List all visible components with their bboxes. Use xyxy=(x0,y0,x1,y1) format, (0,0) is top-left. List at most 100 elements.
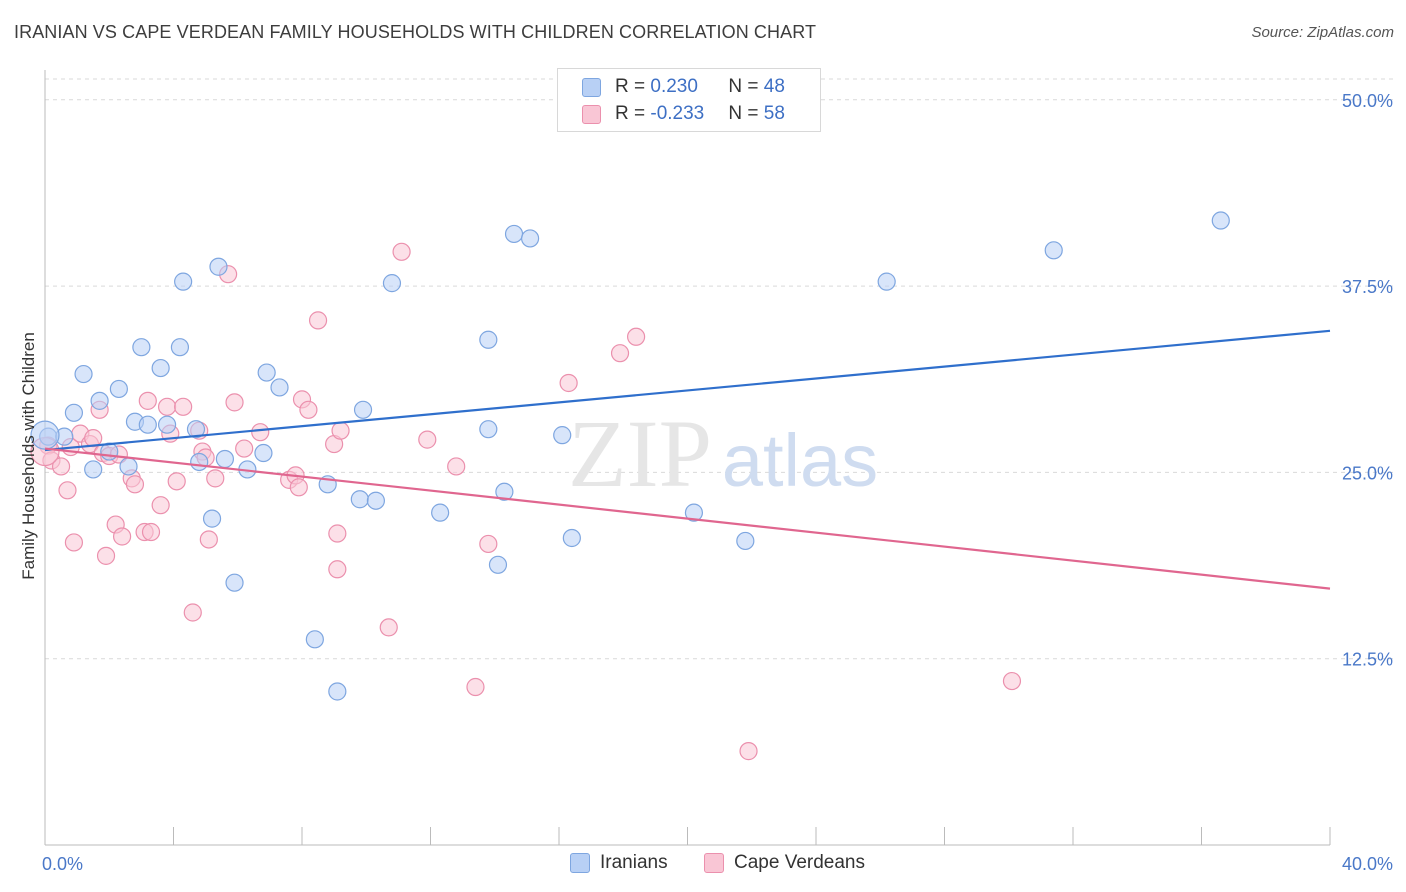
iranians-point xyxy=(84,460,103,479)
iranians-point xyxy=(157,415,177,434)
source-label: Source: ZipAtlas.com xyxy=(1251,24,1394,41)
trend-lines xyxy=(44,329,1331,590)
iranians-point xyxy=(736,531,755,551)
iranians-point xyxy=(151,358,170,378)
iranians-point xyxy=(504,224,524,244)
iranians-point xyxy=(562,528,581,548)
cape-verdeans-point xyxy=(559,373,578,393)
cape-verdeans-point xyxy=(225,393,244,412)
iranians-point xyxy=(257,363,276,382)
iranians-point xyxy=(225,573,244,592)
cape-verdeans-point xyxy=(125,475,145,494)
cape-verdeans-point xyxy=(610,344,630,363)
iranians-point xyxy=(1211,211,1230,230)
iranians-point xyxy=(132,338,151,357)
iranians-point xyxy=(270,378,289,397)
iranians-swatch xyxy=(582,77,601,97)
cape-verdeans-point xyxy=(183,603,202,622)
cape-verdeans-point xyxy=(174,397,193,416)
cape-verdeans-point xyxy=(206,469,225,488)
tick-labels: 12.5% 25.0% 37.5% 50.0% 0.0% 40.0% xyxy=(42,91,1393,874)
cape-verdeans-point xyxy=(199,530,218,549)
iranians-point xyxy=(520,229,540,248)
iranians-point xyxy=(138,415,157,434)
cape-verdeans-point xyxy=(289,478,308,497)
iranians-point xyxy=(209,257,228,276)
correlation-legend: R = 0.230 N = 48 R = -0.233 N = 58 xyxy=(557,68,821,132)
legend-r-value: 0.230 xyxy=(650,76,698,97)
iranians-point xyxy=(305,630,324,649)
iranians-point xyxy=(488,555,508,574)
watermark-zip: ZIP xyxy=(568,400,712,507)
bottom-legend-iranians[interactable]: Iranians xyxy=(570,852,668,874)
cape-verdeans-point xyxy=(112,527,132,546)
cape-verdeans-point xyxy=(251,423,270,442)
grid-lines xyxy=(45,78,1393,660)
cape-verdeans-point xyxy=(308,311,328,330)
cape-verdeans-swatch xyxy=(582,104,601,124)
cape-verdeans-point xyxy=(151,496,170,515)
bottom-legend-label: Iranians xyxy=(600,852,668,873)
cape-verdeans-point xyxy=(418,430,437,449)
cape-verdeans-point xyxy=(64,533,84,552)
iranians-point xyxy=(328,682,347,701)
cape-verdeans-swatch xyxy=(704,853,724,873)
legend-n-label: N = xyxy=(728,76,764,97)
cape-verdeans-point xyxy=(138,391,157,410)
cape-verdeans-point xyxy=(447,457,466,476)
y-tick-label: 37.5% xyxy=(1342,277,1393,297)
legend-r-label: R = xyxy=(615,103,651,124)
y-tick-label: 25.0% xyxy=(1342,463,1393,483)
legend-row-iranians: R = 0.230 N = 48 xyxy=(582,74,785,100)
legend-n-label: N = xyxy=(728,103,764,124)
cape-verdeans-point xyxy=(626,327,646,346)
iranians-point xyxy=(479,330,498,349)
iranians-point xyxy=(109,379,128,399)
iranians-point xyxy=(1044,241,1063,260)
cape-verdeans-point xyxy=(331,421,350,440)
cape-verdeans-point xyxy=(328,560,347,579)
x-tick-label: 40.0% xyxy=(1342,854,1393,874)
legend-r-label: R = xyxy=(615,76,651,97)
iranians-point xyxy=(366,491,385,510)
iranians-point xyxy=(202,509,222,528)
watermark-atlas: atlas xyxy=(722,419,878,502)
cape-verdeans-point xyxy=(479,534,498,554)
cape-verdeans-point xyxy=(157,397,177,416)
iranians-point xyxy=(431,503,450,522)
bottom-legend-cape-verdeans[interactable]: Cape Verdeans xyxy=(704,852,865,874)
cape-verdeans-point xyxy=(96,546,116,565)
iranians-trend-line xyxy=(44,329,1331,452)
iranians-point xyxy=(553,426,572,445)
cape-verdeans-point xyxy=(392,242,411,261)
chart-title: IRANIAN VS CAPE VERDEAN FAMILY HOUSEHOLD… xyxy=(14,22,817,42)
cape-verdeans-point xyxy=(58,481,77,500)
iranians-point xyxy=(170,338,190,357)
iranians-point xyxy=(382,274,402,293)
iranians-swatch xyxy=(570,853,590,873)
y-tick-label: 12.5% xyxy=(1342,650,1393,670)
iranians-point xyxy=(186,420,206,439)
cape-verdeans-point xyxy=(141,522,161,542)
cape-verdeans-point xyxy=(739,742,758,761)
iranians-point xyxy=(495,482,514,501)
x-tick-label: 0.0% xyxy=(42,854,83,874)
iranians-point xyxy=(877,272,896,291)
iranians-point xyxy=(215,449,234,469)
iranians-point xyxy=(190,452,209,472)
legend-r-value: -0.233 xyxy=(650,103,705,124)
iranians-point xyxy=(119,457,138,476)
iranians-point xyxy=(74,364,93,384)
iranians-point xyxy=(254,443,273,463)
legend-n-value: 58 xyxy=(763,103,785,124)
iranians-point xyxy=(350,490,369,509)
y-tick-label: 50.0% xyxy=(1342,91,1393,111)
iranians-point xyxy=(174,272,193,291)
y-axis-title: Family Households with Children xyxy=(19,332,38,580)
iranians-point xyxy=(64,403,84,422)
legend-row-cape-verdeans: R = -0.233 N = 58 xyxy=(582,101,785,127)
watermark: ZIP atlas xyxy=(568,400,878,507)
cape-verdeans-point xyxy=(51,457,71,476)
iranians-point xyxy=(684,503,704,522)
